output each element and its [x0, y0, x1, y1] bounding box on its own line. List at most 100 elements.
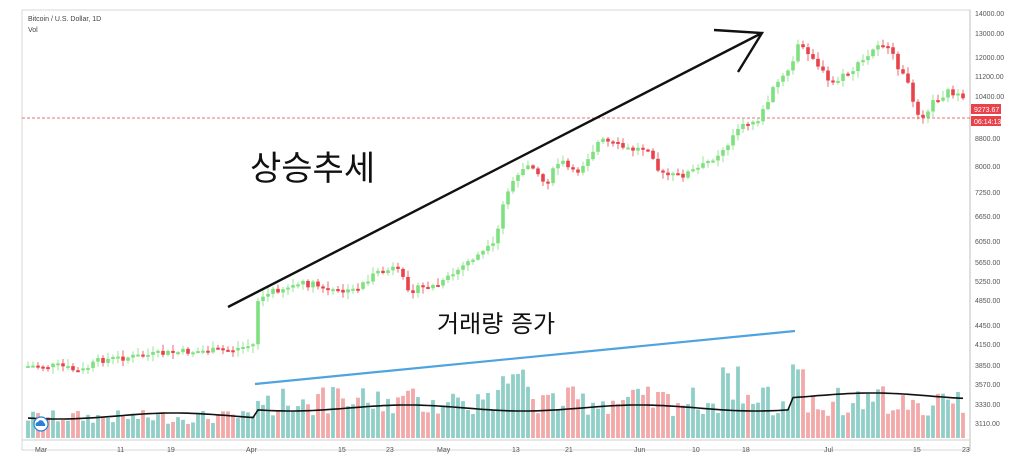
volume-bar [801, 369, 805, 438]
candle-body [456, 269, 460, 275]
volume-bar [186, 423, 190, 438]
volume-bar [601, 401, 605, 438]
volume-bar [951, 403, 955, 438]
volume-bar [421, 411, 425, 438]
candle-body [76, 370, 80, 373]
chart-title: Bitcoin / U.S. Dollar, 1D [28, 16, 101, 23]
volume-bar [656, 392, 660, 438]
volume-bar [226, 411, 230, 438]
volume-bar [511, 374, 515, 438]
volume-bar [276, 410, 280, 438]
candle-body [826, 70, 830, 81]
volume-bar [926, 415, 930, 438]
volume-bar [196, 413, 200, 438]
volume-bar [351, 404, 355, 438]
candle-body [86, 367, 90, 370]
candle-body [421, 285, 425, 288]
volume-bar [376, 391, 380, 438]
volume-bar [531, 399, 535, 438]
volume-bar [791, 364, 795, 438]
volume-bar [221, 411, 225, 438]
candle-body [846, 73, 850, 76]
time-tick-label: 15 [913, 447, 921, 454]
candle-body [51, 363, 55, 368]
candle-body [591, 151, 595, 160]
volume-bar [446, 402, 450, 438]
trend-arrow-line [227, 32, 761, 309]
candle-body [436, 284, 440, 287]
candle-body [46, 367, 50, 370]
volume-bar [701, 413, 705, 438]
candle-body [256, 301, 260, 345]
candle-body [426, 286, 430, 289]
candle-body [776, 81, 780, 88]
volume-bar [686, 404, 690, 438]
price-tick-label: 3850.00 [975, 363, 1000, 370]
candle-body [601, 138, 605, 142]
time-tick-label: 18 [742, 447, 750, 454]
candle-body [501, 204, 505, 229]
volume-bar [236, 418, 240, 438]
candle-body [506, 191, 510, 205]
volume-bar [581, 393, 585, 438]
volume-bar [316, 394, 320, 438]
volume-bar [751, 403, 755, 438]
candle-body [56, 363, 60, 366]
countdown-badge [971, 116, 1001, 126]
candle-body [106, 358, 110, 363]
candle-body [31, 365, 35, 368]
candle-body [321, 286, 325, 289]
candle-body [216, 347, 220, 350]
volume-bar [591, 402, 595, 438]
candle-body [511, 180, 515, 192]
candle-body [806, 47, 810, 55]
candle-body [281, 289, 285, 293]
candle-body [871, 49, 875, 57]
volume-bar [71, 413, 75, 438]
volume-bar [741, 403, 745, 438]
price-tick-label: 12000.00 [975, 55, 1004, 62]
candle-body [651, 150, 655, 159]
volume-bar [501, 376, 505, 438]
candle-body [251, 344, 255, 347]
volume-bar [521, 369, 525, 438]
volume-bar [856, 391, 860, 438]
candle-body [956, 93, 960, 96]
candlesticks [26, 39, 965, 375]
last-price-badge [971, 104, 1001, 114]
volume-bar [181, 419, 185, 438]
volume-bar [551, 393, 555, 438]
volume-bar [896, 409, 900, 438]
volume-bar [866, 393, 870, 438]
candle-body [381, 270, 385, 273]
candle-body [131, 354, 135, 358]
candle-body [391, 266, 395, 271]
candle-body [411, 290, 415, 293]
volume-bar [836, 387, 840, 438]
volume-bar [826, 415, 830, 438]
volume-bar [111, 422, 115, 438]
candle-body [306, 280, 310, 288]
volume-bar [311, 415, 315, 438]
candle-body [946, 89, 950, 98]
candle-body [486, 245, 490, 251]
candle-body [606, 138, 610, 142]
price-tick-label: 3330.00 [975, 402, 1000, 409]
candle-body [886, 46, 890, 49]
candle-body [761, 109, 765, 122]
volume-bar [411, 388, 415, 438]
volume-bar [306, 404, 310, 438]
volume-bar [31, 411, 35, 438]
candle-body [581, 166, 585, 173]
volume-bar [606, 413, 610, 438]
volume-bars [26, 364, 965, 438]
candle-body [441, 280, 445, 286]
candle-body [576, 169, 580, 173]
candle-body [196, 351, 200, 354]
volume-bar [251, 416, 255, 438]
volume-bar [651, 407, 655, 438]
volume-bar [711, 403, 715, 438]
candle-body [706, 161, 710, 164]
volume-bar [871, 401, 875, 438]
candle-body [166, 350, 170, 355]
